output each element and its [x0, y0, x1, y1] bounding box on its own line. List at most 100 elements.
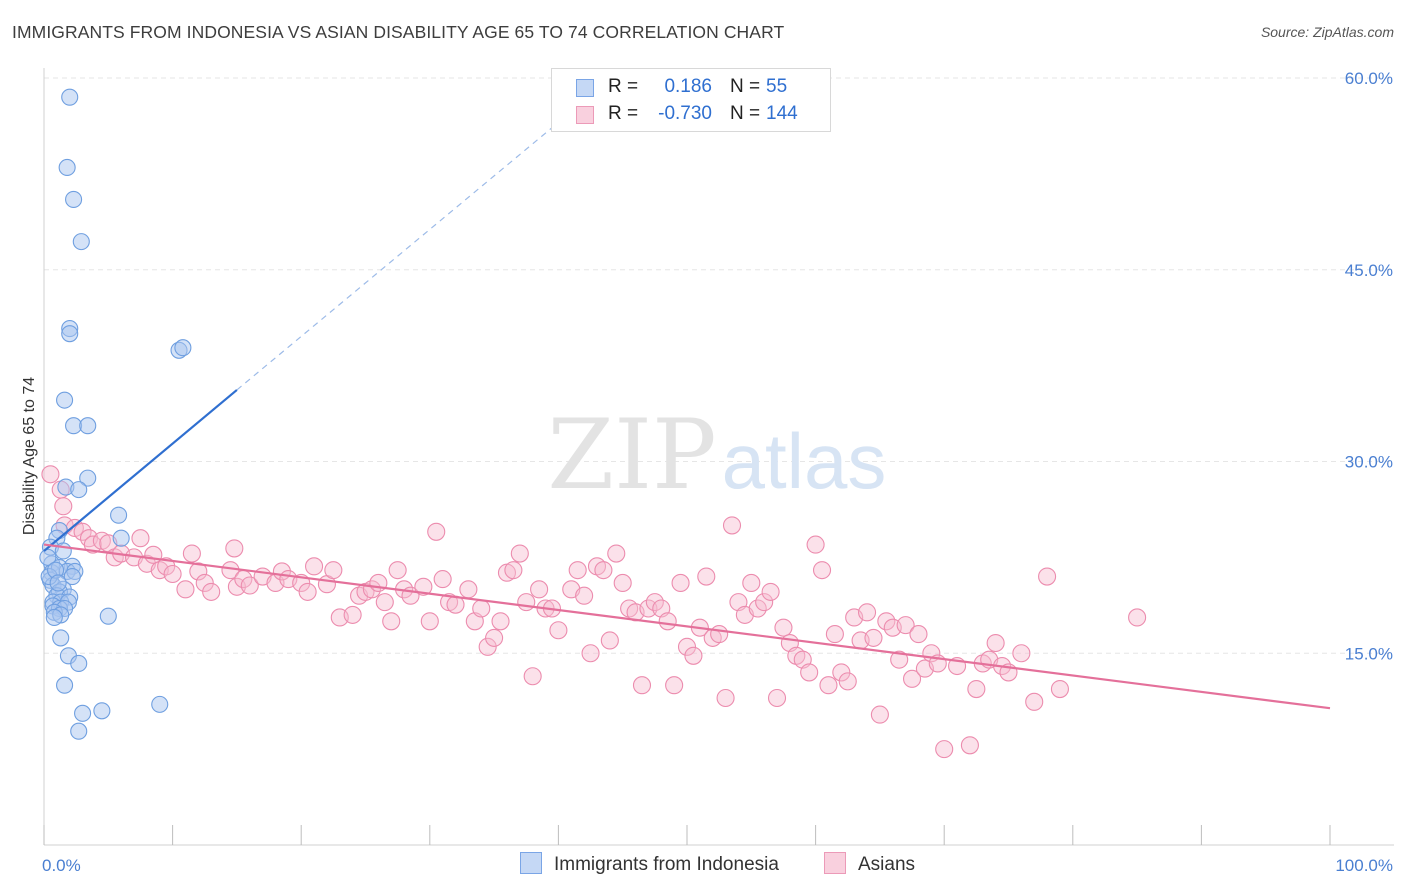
asians-point: [491, 612, 510, 631]
asians-point: [710, 625, 729, 644]
watermark: ZIP atlas: [547, 399, 886, 511]
asians-point: [890, 650, 909, 669]
asians-point: [382, 612, 401, 631]
indonesia-trend-extension: [236, 100, 585, 391]
asians-point: [189, 562, 208, 581]
asians-point: [594, 561, 613, 580]
asians-point: [806, 535, 825, 554]
x-tick-label: 100.0%: [1335, 856, 1393, 875]
legend-swatch-pink: [576, 106, 594, 124]
asians-point: [812, 561, 832, 580]
asians-point: [896, 616, 915, 635]
indonesia-point: [72, 233, 90, 251]
asians-point: [722, 516, 742, 535]
bottom-legend-indonesia: Immigrants from Indonesia: [520, 852, 779, 876]
asians-point: [1025, 692, 1044, 711]
indonesia-point: [151, 695, 169, 713]
indonesia-point: [61, 88, 79, 106]
asians-trend-line: [43, 543, 1331, 710]
asians-point: [877, 612, 896, 631]
asians-point: [819, 676, 838, 695]
asians-point: [832, 663, 851, 682]
asians-point: [459, 580, 478, 599]
asians-point: [472, 599, 491, 618]
legend-n-label: N =: [730, 76, 761, 97]
asians-point: [163, 564, 182, 584]
legend-n-label: N =: [730, 103, 761, 124]
indonesia-point: [56, 391, 74, 409]
asians-point: [195, 573, 214, 592]
asians-point: [935, 740, 954, 759]
correlation-legend: R = 0.186 N = 55 R = -0.730 N = 144: [551, 68, 831, 132]
asians-point: [632, 676, 652, 695]
asians-point: [658, 612, 677, 631]
asians-point: [83, 535, 102, 554]
asians-point: [176, 580, 195, 599]
asians-point: [613, 573, 632, 592]
asians-point: [774, 618, 793, 637]
asians-point: [838, 672, 857, 691]
y-tick-label: 15.0%: [1345, 644, 1393, 663]
asians-point: [1012, 644, 1031, 663]
asians-point: [600, 631, 619, 650]
indonesia-point: [63, 567, 81, 586]
asians-point: [41, 465, 60, 484]
asians-point: [131, 529, 150, 548]
asians-point: [902, 669, 922, 688]
indonesia-point: [93, 702, 111, 720]
asians-point: [157, 557, 176, 576]
asians-point: [864, 628, 883, 647]
asians-point: [375, 593, 394, 612]
asians-point: [227, 577, 246, 596]
indonesia-point: [99, 607, 117, 625]
asians-point: [677, 637, 697, 656]
asians-point: [639, 599, 658, 618]
legend-swatch-blue: [576, 79, 594, 97]
legend-r-label: R =: [608, 103, 639, 124]
asians-point: [225, 539, 244, 558]
asians-point: [825, 625, 844, 644]
asians-point: [767, 688, 787, 708]
indonesia-point: [58, 158, 76, 177]
asians-point: [517, 593, 536, 612]
indonesia-point: [74, 704, 92, 722]
asians-point: [870, 705, 889, 724]
legend-n-value: 144: [766, 103, 798, 124]
asians-point: [645, 593, 664, 612]
asians-point: [607, 544, 626, 563]
asians-point: [343, 605, 362, 624]
asians-point: [324, 561, 343, 580]
bottom-legend-label-indonesia: Immigrants from Indonesia: [554, 854, 779, 875]
indonesia-point: [45, 608, 63, 627]
asians-point: [1050, 679, 1069, 699]
bottom-legend-swatch-blue: [520, 852, 542, 874]
asians-point: [1128, 608, 1147, 627]
tick-labels: 15.0% 30.0% 45.0% 60.0% 0.0% 100.0%: [42, 69, 1393, 875]
asians-point: [478, 637, 497, 656]
legend-r-value: 0.186: [664, 76, 712, 97]
indonesia-point: [52, 629, 70, 647]
indonesia-point: [70, 722, 88, 740]
asians-point: [298, 582, 317, 601]
asians-point: [755, 593, 774, 612]
y-tick-label: 30.0%: [1345, 453, 1393, 472]
asians-point: [523, 667, 542, 686]
asians-point: [748, 599, 767, 618]
asians-point: [967, 679, 986, 699]
x-tick-label: 0.0%: [42, 856, 81, 875]
asians-point: [761, 582, 780, 601]
asians-point: [504, 561, 523, 580]
asians-point: [716, 688, 735, 708]
trend-lines: [43, 100, 1331, 710]
asians-point: [697, 567, 716, 586]
asians-point: [549, 621, 568, 640]
bottom-legend-swatch-pink: [824, 852, 846, 874]
asians-point: [800, 663, 819, 682]
indonesia-trend-line: [43, 389, 238, 552]
watermark-zip: ZIP: [547, 399, 716, 511]
asians-point: [530, 580, 549, 599]
y-tick-label: 45.0%: [1345, 261, 1393, 280]
indonesia-point: [39, 548, 57, 566]
indonesia-point: [70, 481, 88, 499]
